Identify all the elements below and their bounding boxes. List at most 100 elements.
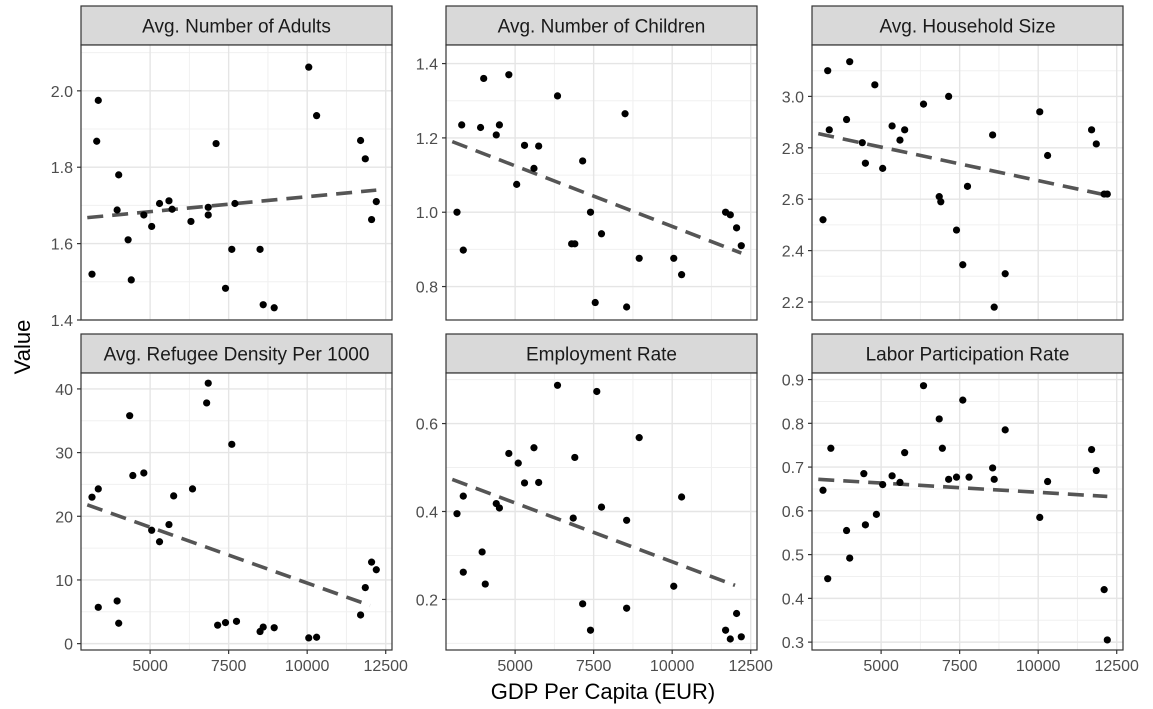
data-point	[356, 611, 365, 619]
data-point	[535, 142, 543, 150]
panel-background	[446, 45, 757, 320]
data-point	[165, 520, 173, 529]
data-point	[579, 600, 587, 608]
data-point	[737, 633, 745, 641]
data-point	[481, 580, 489, 588]
y-tick-label: 2.2	[782, 295, 804, 312]
y-tick-label: 0.5	[782, 548, 804, 565]
data-point	[1092, 140, 1100, 148]
data-point	[270, 624, 278, 632]
facet-strip	[445, 333, 758, 374]
data-point	[965, 473, 973, 481]
data-point	[959, 261, 967, 269]
facet-panel: Labor Participation Rate 0.3 0.4 0.5 0.6 0.7 0…	[782, 333, 1139, 675]
x-tick-label: 7500	[576, 658, 612, 675]
data-point	[113, 206, 121, 214]
y-tick-label: 40	[55, 382, 73, 399]
data-point	[505, 449, 513, 458]
data-point	[879, 164, 887, 172]
data-point	[204, 211, 212, 219]
y-tick-label: 0.8	[782, 416, 804, 433]
facet-title: Employment Rate	[526, 345, 677, 366]
data-point	[94, 485, 102, 493]
data-point	[824, 67, 832, 75]
y-tick-label: 10	[55, 573, 73, 590]
data-point	[635, 434, 643, 442]
data-point	[1044, 151, 1052, 160]
data-point	[270, 304, 278, 312]
data-point	[1103, 190, 1111, 198]
x-tick-label: 5000	[497, 658, 533, 675]
data-point	[819, 486, 827, 494]
data-point	[313, 633, 321, 641]
data-point	[313, 112, 321, 120]
data-point	[459, 492, 467, 500]
data-point	[356, 136, 365, 145]
data-point	[514, 459, 522, 467]
data-point	[228, 440, 236, 448]
x-tick-label: 10000	[285, 658, 330, 675]
data-point	[858, 139, 866, 147]
data-point	[165, 197, 173, 205]
data-point	[124, 236, 132, 244]
data-point	[187, 217, 195, 226]
data-point	[94, 96, 102, 104]
data-point	[453, 208, 461, 216]
data-point	[259, 301, 267, 309]
data-point	[901, 126, 909, 134]
data-point	[963, 182, 972, 190]
x-tick-label: 10000	[650, 658, 695, 675]
panel-border	[445, 44, 758, 321]
data-point	[1087, 126, 1096, 134]
facet-panel: Employment Rate 0.2 0.4 0.6 5000 7500 10000 125…	[416, 333, 773, 675]
data-point	[623, 604, 631, 612]
y-tick-label: 0.4	[782, 591, 804, 608]
data-point	[1103, 636, 1111, 644]
data-point	[204, 379, 212, 387]
data-point	[203, 399, 211, 407]
data-point	[212, 139, 220, 148]
data-point	[459, 246, 467, 254]
data-point	[825, 126, 833, 134]
data-point	[1100, 586, 1108, 594]
data-point	[635, 254, 643, 262]
data-point	[492, 131, 500, 139]
x-tick-label: 12500	[728, 658, 773, 675]
data-point	[148, 222, 156, 231]
data-point	[623, 516, 631, 524]
data-point	[670, 254, 678, 262]
data-point	[530, 444, 538, 452]
data-point	[129, 471, 137, 480]
data-point	[188, 485, 197, 493]
facet-panel: Avg. Number of Adults 1.4 1.6 1.8 2.0	[51, 5, 393, 330]
data-point	[824, 575, 832, 583]
data-point	[361, 155, 369, 163]
data-point	[670, 582, 678, 590]
facet-title: Avg. Refugee Density Per 1000	[104, 345, 370, 366]
data-point	[140, 469, 148, 477]
data-point	[888, 122, 896, 130]
data-point	[115, 171, 123, 179]
y-axis-title: Value	[10, 320, 35, 375]
data-point	[819, 216, 827, 224]
data-point	[372, 566, 380, 574]
data-point	[571, 453, 579, 462]
data-point	[623, 303, 631, 311]
data-point	[860, 470, 868, 478]
data-point	[127, 276, 135, 284]
data-point	[372, 197, 380, 206]
data-point	[228, 245, 236, 253]
data-point	[204, 203, 212, 211]
data-point	[846, 554, 854, 562]
y-tick-label: 2.0	[51, 84, 73, 101]
data-point	[935, 415, 943, 423]
panel-border	[80, 44, 393, 321]
data-point	[872, 510, 880, 518]
trend-line	[451, 477, 736, 588]
data-point	[726, 211, 734, 219]
y-tick-label: 0.8	[416, 280, 438, 297]
panel-border	[811, 44, 1124, 321]
data-point	[93, 137, 101, 145]
data-point	[888, 472, 896, 480]
y-tick-label: 0.7	[782, 460, 804, 477]
